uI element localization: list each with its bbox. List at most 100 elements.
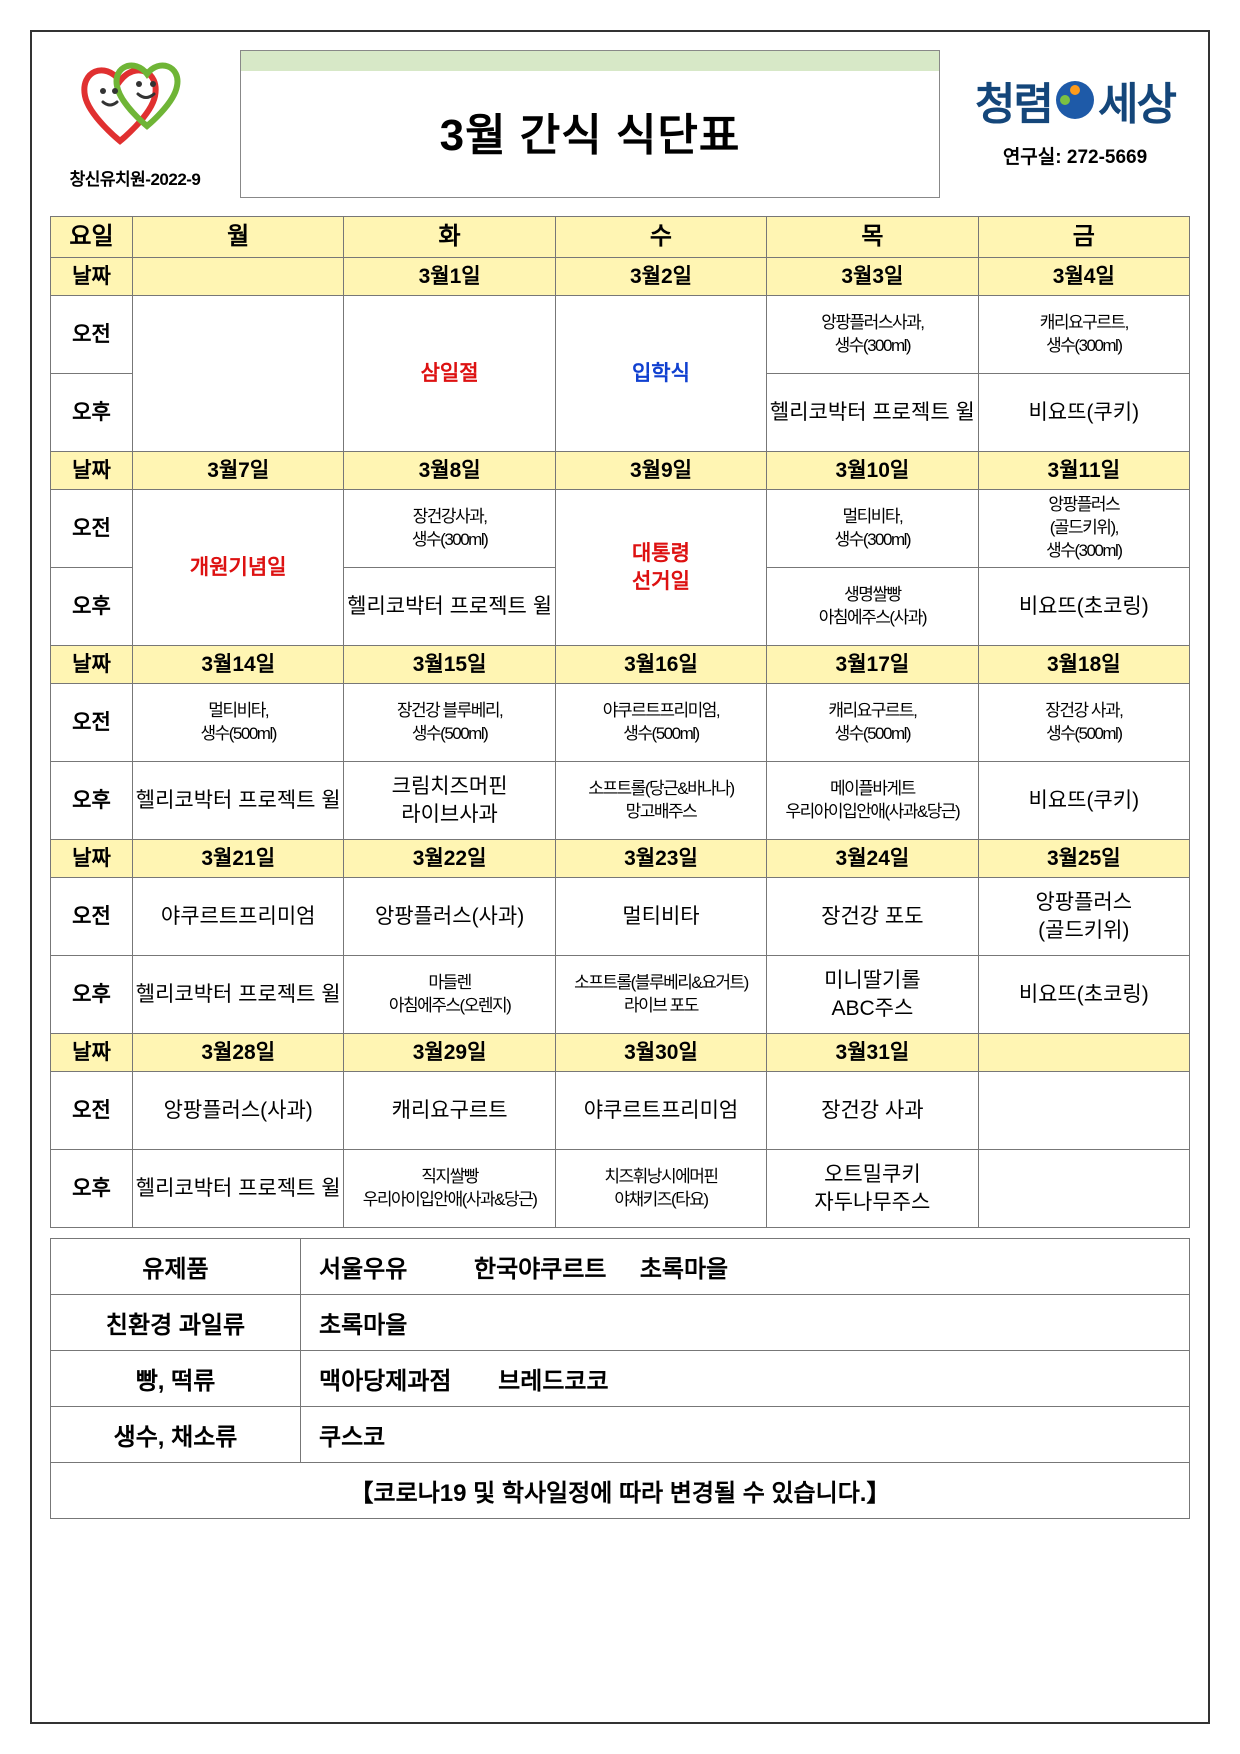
am-2-4: 장건강 사과,생수(500ml): [978, 684, 1189, 762]
date-0-2: 3월2일: [555, 258, 766, 296]
date-2-0: 3월14일: [133, 646, 344, 684]
page-title: 3월 간식 식단표: [241, 71, 939, 197]
col-day-0: 월: [133, 217, 344, 258]
am-3-2: 멀티비타: [555, 878, 766, 956]
am-label: 오전: [51, 490, 133, 568]
pm-0-4: 비요뜨(쿠키): [978, 374, 1189, 452]
am-2-0: 멀티비타,생수(500ml): [133, 684, 344, 762]
supplier-key-3: 생수, 채소류: [51, 1407, 301, 1463]
col-day-1: 화: [344, 217, 555, 258]
am-1-3: 멀티비타,생수(300ml): [767, 490, 978, 568]
date-3-1: 3월22일: [344, 840, 555, 878]
pm-label: 오후: [51, 762, 133, 840]
am-label: 오전: [51, 878, 133, 956]
date-4-0: 3월28일: [133, 1034, 344, 1072]
date-1-4: 3월11일: [978, 452, 1189, 490]
pm-4-4: [978, 1150, 1189, 1228]
pm-4-2: 치즈휘낭시에머핀야채키즈(타요): [555, 1150, 766, 1228]
pm-2-2: 소프트롤(당근&바나나)망고배주스: [555, 762, 766, 840]
am-4-3: 장건강 사과: [767, 1072, 978, 1150]
date-1-2: 3월9일: [555, 452, 766, 490]
date-1-0: 3월7일: [133, 452, 344, 490]
brand-part-b: 세상: [1098, 68, 1175, 132]
col-day-2: 수: [555, 217, 766, 258]
am-2-2: 야쿠르트프리미엄,생수(500ml): [555, 684, 766, 762]
logo-right: 청렴 세상 연구실: 272-5669: [960, 50, 1190, 169]
supplier-val-0: 서울우유 한국야쿠르트 초록마을: [301, 1239, 1190, 1295]
date-label: 날짜: [51, 646, 133, 684]
date-4-2: 3월30일: [555, 1034, 766, 1072]
col-day-3: 목: [767, 217, 978, 258]
pm-2-0: 헬리코박터 프로젝트 윌: [133, 762, 344, 840]
am-4-1: 캐리요구르트: [344, 1072, 555, 1150]
phone: 연구실: 272-5669: [960, 142, 1190, 169]
pm-label: 오후: [51, 374, 133, 452]
am-1-4: 앙팡플러스(골드키위),생수(300ml): [978, 490, 1189, 568]
pm-label: 오후: [51, 956, 133, 1034]
am-label: 오전: [51, 684, 133, 762]
date-2-4: 3월18일: [978, 646, 1189, 684]
date-1-1: 3월8일: [344, 452, 555, 490]
date-0-1: 3월1일: [344, 258, 555, 296]
holiday-1-mon: 개원기념일: [133, 490, 344, 646]
supplier-val-2: 맥아당제과점 브레드코코: [301, 1351, 1190, 1407]
document-frame: 창신유치원-2022-9 3월 간식 식단표 청렴 세상 연구실: 272-56…: [30, 30, 1210, 1724]
supplier-val-1: 초록마을: [301, 1295, 1190, 1351]
pm-0-3: 헬리코박터 프로젝트 윌: [767, 374, 978, 452]
logo-left: 창신유치원-2022-9: [50, 50, 220, 190]
pm-3-1: 마들렌아침에주스(오렌지): [344, 956, 555, 1034]
phone-label: 연구실:: [1003, 147, 1062, 168]
brand-part-a: 청렴: [975, 68, 1052, 132]
org-caption: 창신유치원-2022-9: [50, 165, 220, 190]
brand-name: 청렴 세상: [960, 68, 1190, 132]
pm-2-4: 비요뜨(쿠키): [978, 762, 1189, 840]
pm-4-0: 헬리코박터 프로젝트 윌: [133, 1150, 344, 1228]
pm-1-3: 생명쌀빵아침에주스(사과): [767, 568, 978, 646]
am-4-0: 앙팡플러스(사과): [133, 1072, 344, 1150]
suppliers-table: 유제품서울우유 한국야쿠르트 초록마을친환경 과일류초록마을빵, 떡류맥아당제과…: [50, 1238, 1190, 1463]
date-3-3: 3월24일: [767, 840, 978, 878]
date-4-3: 3월31일: [767, 1034, 978, 1072]
date-4-4: [978, 1034, 1189, 1072]
header: 창신유치원-2022-9 3월 간식 식단표 청렴 세상 연구실: 272-56…: [50, 50, 1190, 198]
supplier-key-1: 친환경 과일류: [51, 1295, 301, 1351]
pm-4-1: 직지쌀빵우리아이입안애(사과&당근): [344, 1150, 555, 1228]
supplier-val-3: 쿠스코: [301, 1407, 1190, 1463]
date-3-2: 3월23일: [555, 840, 766, 878]
date-label: 날짜: [51, 840, 133, 878]
am-0-4: 캐리요구르트,생수(300ml): [978, 296, 1189, 374]
am-label: 오전: [51, 1072, 133, 1150]
am-3-4: 앙팡플러스(골드키위): [978, 878, 1189, 956]
date-0-0: [133, 258, 344, 296]
blank-mon: [133, 296, 344, 452]
supplier-key-2: 빵, 떡류: [51, 1351, 301, 1407]
date-1-3: 3월10일: [767, 452, 978, 490]
am-2-3: 캐리요구르트,생수(500ml): [767, 684, 978, 762]
am-4-4: [978, 1072, 1189, 1150]
date-label: 날짜: [51, 1034, 133, 1072]
pm-label: 오후: [51, 1150, 133, 1228]
col-day-4: 금: [978, 217, 1189, 258]
am-2-1: 장건강 블루베리,생수(500ml): [344, 684, 555, 762]
pm-2-3: 메이플바게트우리아이입안애(사과&당근): [767, 762, 978, 840]
date-label: 날짜: [51, 452, 133, 490]
pm-1-1: 헬리코박터 프로젝트 윌: [344, 568, 555, 646]
title-box: 3월 간식 식단표: [240, 50, 940, 198]
date-0-3: 3월3일: [767, 258, 978, 296]
heart-logo-icon: [75, 56, 195, 156]
holiday-0-tue: 삼일절: [344, 296, 555, 452]
title-accent-bar: [241, 51, 939, 71]
date-label: 날짜: [51, 258, 133, 296]
am-1-1: 장건강사과,생수(300ml): [344, 490, 555, 568]
pm-4-3: 오트밀쿠키자두나무주스: [767, 1150, 978, 1228]
col-day-label: 요일: [51, 217, 133, 258]
date-0-4: 3월4일: [978, 258, 1189, 296]
pm-label: 오후: [51, 568, 133, 646]
date-4-1: 3월29일: [344, 1034, 555, 1072]
am-3-1: 앙팡플러스(사과): [344, 878, 555, 956]
date-2-2: 3월16일: [555, 646, 766, 684]
pm-1-4: 비요뜨(초코링): [978, 568, 1189, 646]
date-3-4: 3월25일: [978, 840, 1189, 878]
pm-3-4: 비요뜨(초코링): [978, 956, 1189, 1034]
am-3-3: 장건강 포도: [767, 878, 978, 956]
